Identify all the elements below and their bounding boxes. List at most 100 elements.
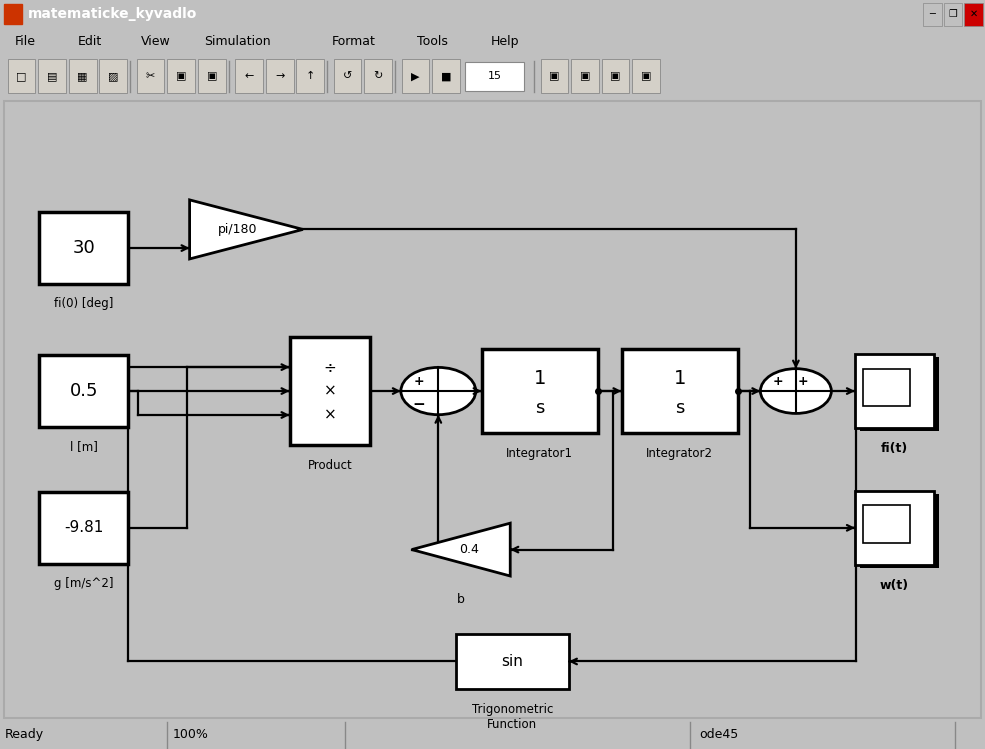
Text: ■: ■ [441,71,451,82]
Text: Simulation: Simulation [204,34,271,48]
Text: Edit: Edit [78,34,102,48]
Bar [4,4,22,24]
Bar [402,59,429,94]
Text: ÷: ÷ [324,360,336,374]
Bar [860,494,939,568]
Text: 15: 15 [488,71,501,82]
Bar [465,62,524,91]
Bar [39,355,128,427]
Text: ▣: ▣ [207,71,217,82]
Bar [137,59,164,94]
Bar [860,357,939,431]
Text: ─: ─ [930,9,935,19]
Text: ↑: ↑ [305,71,315,82]
Bar [38,59,66,94]
Text: ▦: ▦ [78,71,88,82]
Text: fi(t): fi(t) [881,442,908,455]
Text: Trigonometric
Function: Trigonometric Function [472,703,553,730]
Bar [432,59,460,94]
Text: fi(0) [deg]: fi(0) [deg] [54,297,113,311]
Bar [923,3,942,25]
Text: ×: × [324,383,336,398]
Text: ▣: ▣ [550,71,559,82]
Text: s: s [675,398,685,417]
Text: Product: Product [307,459,353,472]
Circle shape [760,369,831,413]
Text: Format: Format [332,34,376,48]
Text: 1: 1 [674,369,686,388]
Bar [266,59,294,94]
Text: →: → [275,71,285,82]
Bar [39,212,128,284]
Text: +: + [772,375,783,388]
Text: 1: 1 [534,369,546,388]
Text: +: + [798,375,809,388]
Text: ▣: ▣ [611,71,621,82]
Text: s: s [535,398,545,417]
Text: ×: × [324,407,336,422]
Text: View: View [141,34,170,48]
Bar [622,349,738,433]
Text: 100%: 100% [172,728,208,742]
Bar [290,336,370,446]
Bar [39,492,128,563]
Bar [571,59,599,94]
Text: □: □ [17,71,27,82]
Text: pi/180: pi/180 [218,223,257,236]
Text: File: File [15,34,35,48]
Text: Integrator2: Integrator2 [646,446,713,460]
Circle shape [401,368,476,415]
Text: b: b [457,593,465,607]
Bar [964,3,983,25]
Text: 0.4: 0.4 [459,543,479,556]
Text: 0.5: 0.5 [70,382,98,400]
Bar [334,59,361,94]
Text: Tools: Tools [417,34,447,48]
Bar [541,59,568,94]
Bar [235,59,263,94]
Text: ▶: ▶ [412,71,420,82]
Bar [944,3,962,25]
Bar [855,491,934,565]
Bar [482,349,598,433]
Text: ▣: ▣ [580,71,590,82]
Bar [364,59,392,94]
Text: ▨: ▨ [108,71,118,82]
Bar [863,506,910,543]
Text: ▣: ▣ [641,71,651,82]
Text: ←: ← [244,71,254,82]
Text: ▤: ▤ [47,71,57,82]
Text: Ready: Ready [5,728,44,742]
Text: l [m]: l [m] [70,440,98,453]
Text: -9.81: -9.81 [64,521,103,536]
Bar [632,59,660,94]
Bar [602,59,629,94]
Text: w(t): w(t) [880,579,909,592]
Text: 30: 30 [72,239,96,257]
Text: ✕: ✕ [969,9,978,19]
Bar [455,634,569,689]
Text: Help: Help [491,34,519,48]
Polygon shape [190,200,303,259]
Text: ↻: ↻ [373,71,383,82]
Text: ▣: ▣ [176,71,186,82]
Bar [167,59,195,94]
Bar [296,59,324,94]
Text: ode45: ode45 [699,728,739,742]
Text: ✂: ✂ [146,71,156,82]
Text: +: + [414,374,425,388]
Text: −: − [413,396,426,411]
Bar [99,59,127,94]
Bar [8,59,35,94]
Bar [198,59,226,94]
Bar [69,59,97,94]
Text: sin: sin [501,654,523,669]
Text: g [m/s^2]: g [m/s^2] [54,577,113,590]
Text: ↺: ↺ [343,71,353,82]
Bar [863,369,910,406]
Text: matematicke_kyvadlo: matematicke_kyvadlo [28,7,197,21]
Text: Integrator1: Integrator1 [506,446,573,460]
Polygon shape [412,523,510,576]
Bar [855,354,934,428]
Text: ❒: ❒ [949,9,957,19]
